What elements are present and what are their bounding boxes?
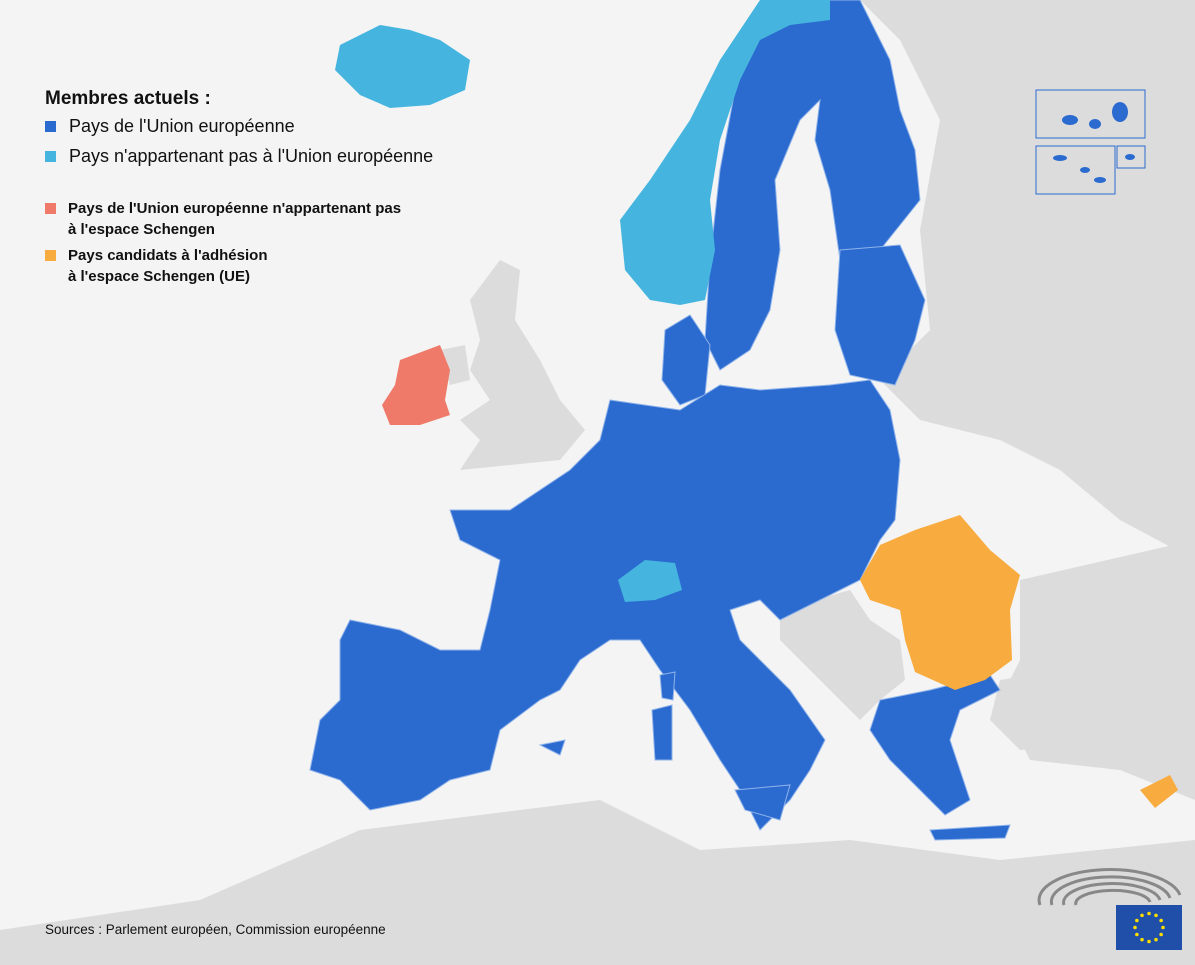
legend-label: Pays n'appartenant pas à l'Union europée… (69, 146, 434, 166)
legend-item-candidates: Pays candidats à l'adhésion à l'espace Sc… (45, 245, 433, 287)
legend-title: Membres actuels : (45, 88, 211, 109)
flag-star (1140, 913, 1144, 918)
sources: Sources : Parlement européen, Commission… (45, 922, 386, 937)
flag-star (1135, 918, 1139, 923)
corsica (659, 671, 676, 701)
ireland (382, 345, 450, 425)
flag-star (1161, 925, 1165, 930)
flag-star (1154, 937, 1158, 942)
flag-star (1159, 932, 1163, 937)
denmark (661, 314, 711, 406)
norway (620, 0, 830, 305)
eu-flag-icon (1116, 905, 1182, 950)
swatch-candidates (45, 250, 56, 261)
switzerland (618, 560, 682, 602)
flag-star (1133, 925, 1137, 930)
sweden-finland (704, 0, 921, 371)
legend-item-non-eu: Pays n'appartenant pas à l'Union europée… (45, 146, 433, 167)
swatch-eu (45, 121, 56, 132)
schengen-candidates (860, 515, 1178, 808)
balkans-non-schengen (780, 590, 905, 720)
flag-star (1140, 937, 1144, 942)
flag-star (1154, 913, 1158, 918)
sicily (734, 784, 791, 821)
flag-star (1147, 911, 1151, 916)
legend-item-eu-non-schengen: Pays de l'Union européenne n'appartenant… (45, 198, 433, 240)
baltics (834, 244, 926, 386)
crete (929, 824, 1011, 841)
eu-schengen-members (309, 0, 1011, 841)
flag-star (1147, 939, 1151, 944)
iceland (335, 25, 470, 108)
non-eu-schengen (335, 0, 830, 602)
flag-star (1159, 918, 1163, 923)
swatch-non-eu (45, 151, 56, 162)
european-parliament-logo (1037, 868, 1182, 906)
great-britain (460, 260, 585, 470)
greece (869, 674, 1001, 816)
legend: Membres actuels : Pays de l'Union europé… (45, 88, 433, 292)
flag-star (1135, 932, 1139, 937)
legend-item-eu: Pays de l'Union européenne (45, 116, 433, 137)
swatch-eu-non-schengen (45, 203, 56, 214)
legend-label: Pays de l'Union européenne (69, 116, 295, 136)
romania-bulgaria (860, 515, 1020, 690)
cyprus (1140, 775, 1178, 808)
legend-label: Pays de l'Union européenne n'appartenant… (68, 200, 402, 238)
inset-islands (1035, 89, 1146, 195)
mainland (309, 379, 901, 831)
sardinia (651, 704, 673, 761)
balearics (538, 739, 566, 756)
legend-label: Pays candidats à l'adhésion à l'espace Sc… (68, 247, 268, 285)
